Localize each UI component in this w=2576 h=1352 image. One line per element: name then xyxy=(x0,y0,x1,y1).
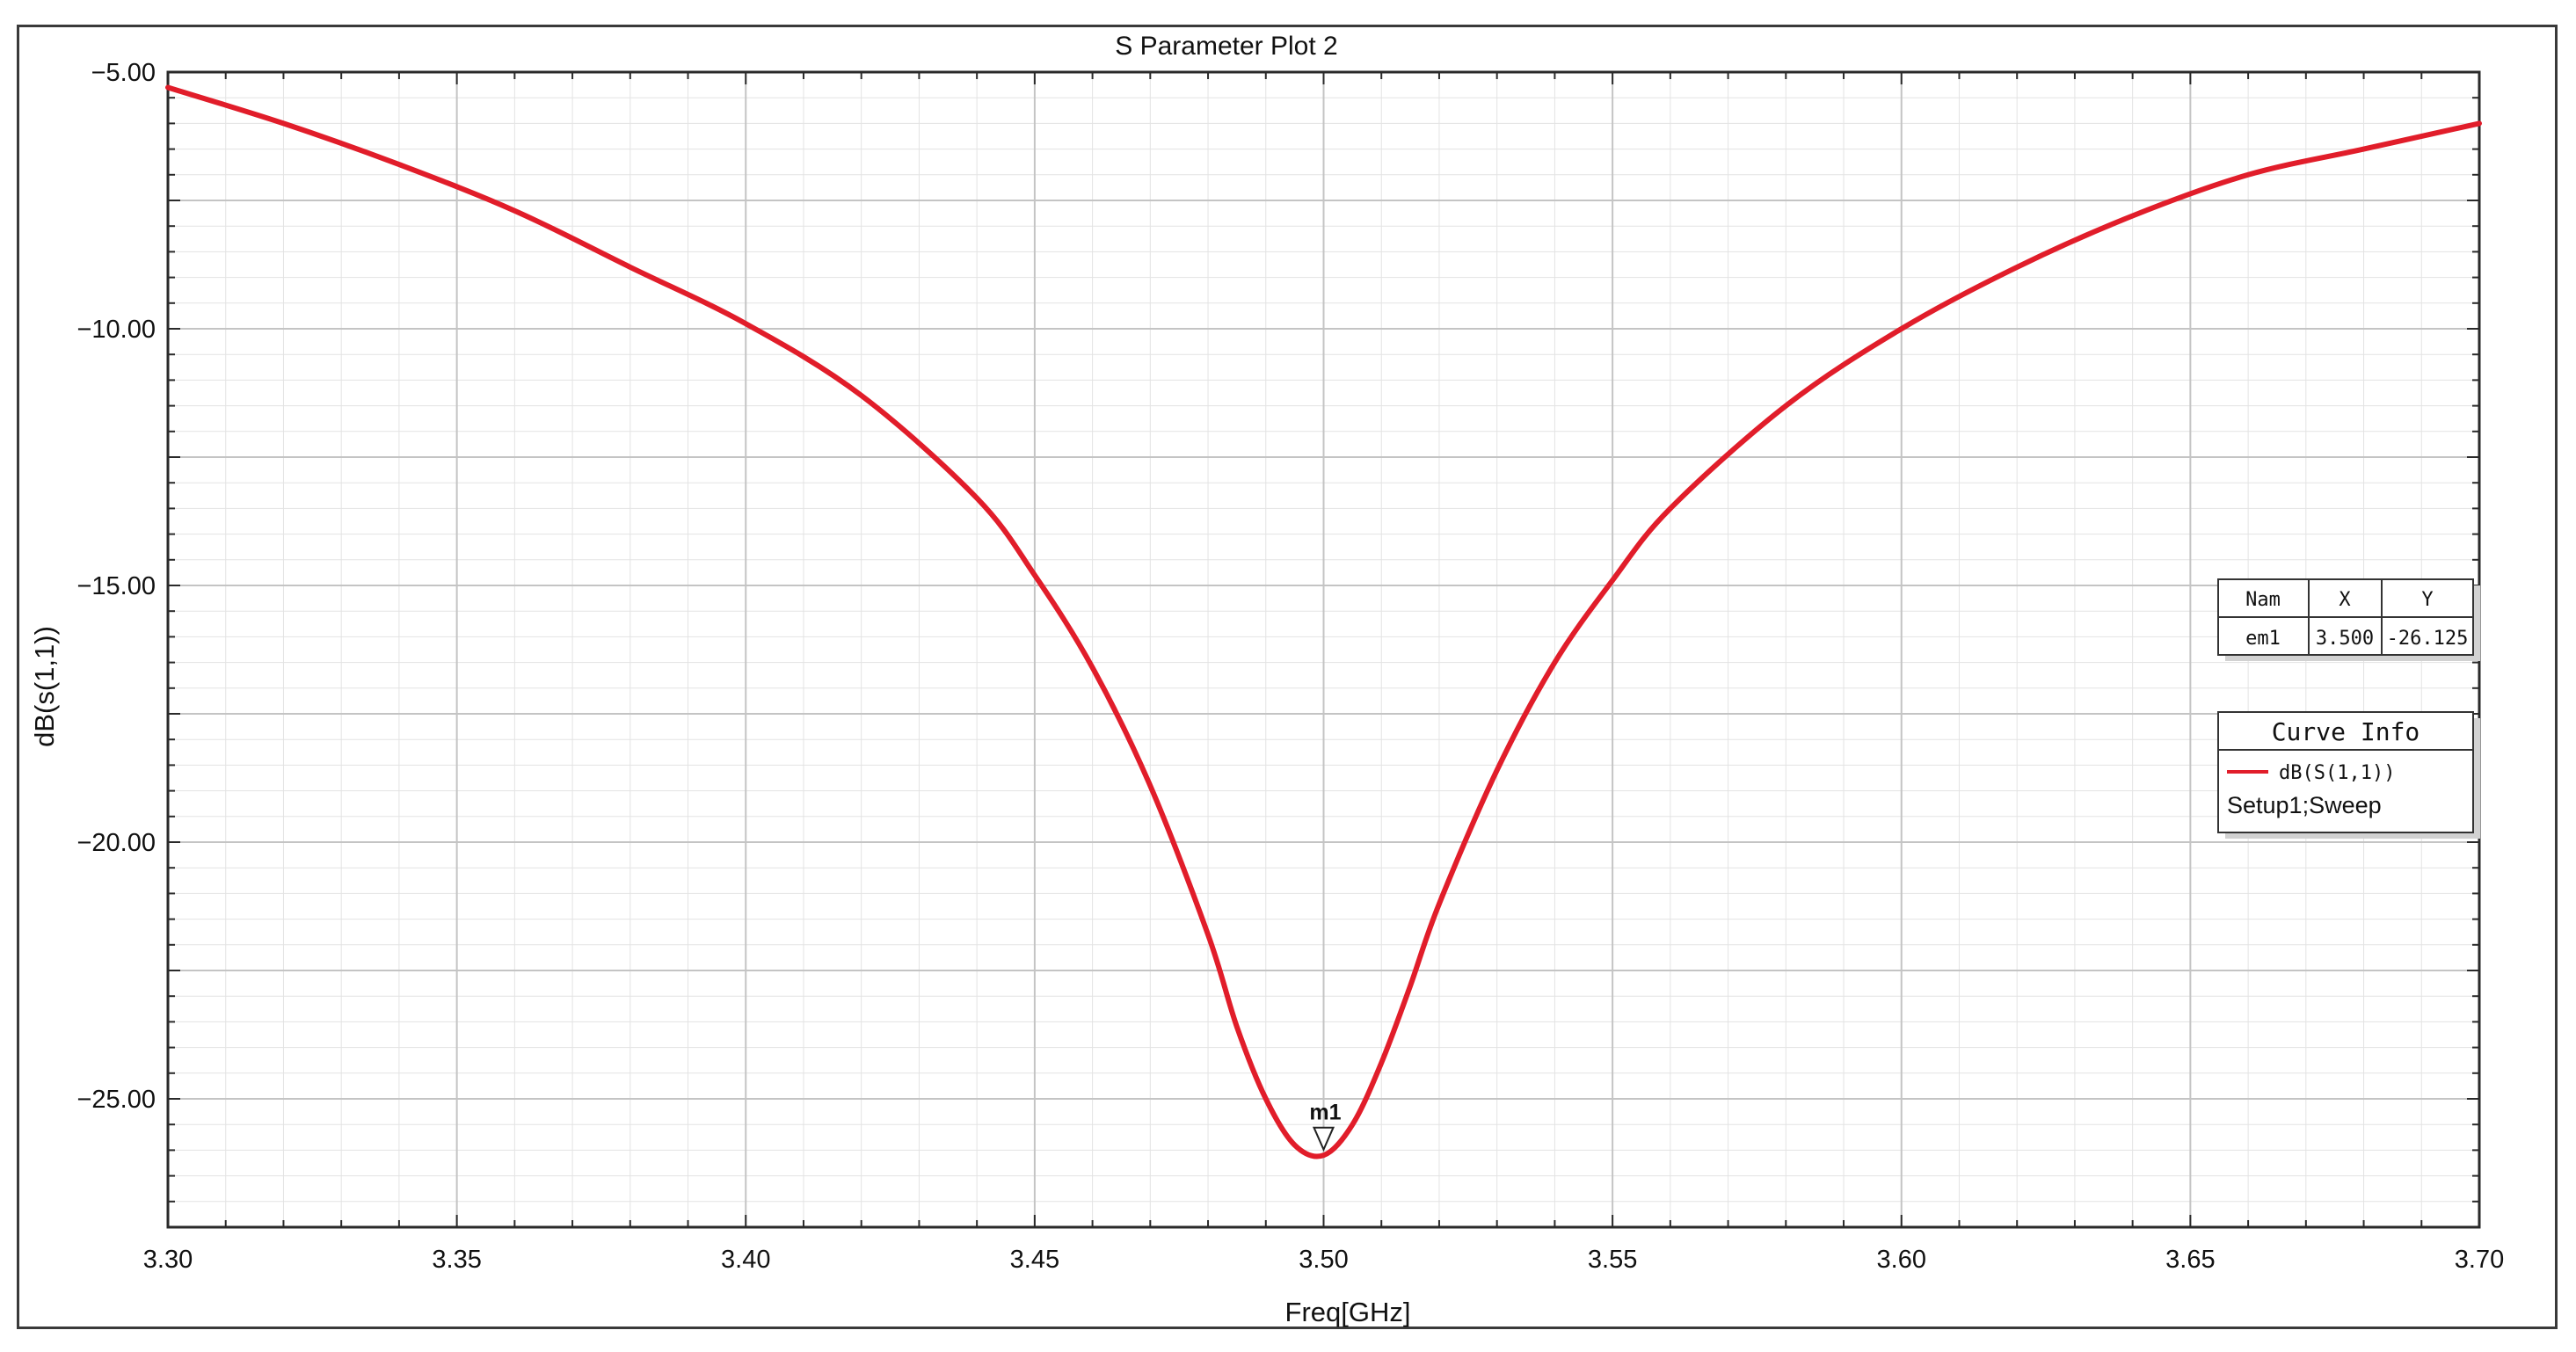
chart-title: S Parameter Plot 2 xyxy=(1115,32,1337,61)
y-tick-label: −5.00 xyxy=(91,59,156,87)
x-tick-label: 3.70 xyxy=(2455,1246,2504,1274)
x-axis-label: Freq[GHz] xyxy=(1285,1297,1411,1327)
y-tick-labels: −5.00 −10.00 −15.00 −20.00 −25.00 xyxy=(76,59,156,1114)
marker-table: Nam X Y em1 3.500 -26.125 xyxy=(2217,578,2480,661)
y-axis-label: dB(s(1,1)) xyxy=(29,626,60,747)
marker-m1: m1 xyxy=(1309,1101,1342,1152)
legend-entry-name: dB(S(1,1)) xyxy=(2279,762,2395,784)
y-tick-label: −25.00 xyxy=(76,1086,156,1114)
y-tick-label: −10.00 xyxy=(76,316,156,344)
curve-info-legend: Curve Info dB(S(1,1)) Setup1;Sweep xyxy=(2217,711,2480,839)
x-tick-label: 3.50 xyxy=(1299,1246,1348,1274)
y-tick-label: −15.00 xyxy=(76,572,156,600)
axis-ticks xyxy=(167,71,2480,1228)
legend-entry-setup: Setup1;Sweep xyxy=(2227,792,2382,818)
marker-label: m1 xyxy=(1309,1101,1341,1125)
x-tick-label: 3.40 xyxy=(721,1246,770,1274)
marker-table-cell-y: -26.125 xyxy=(2387,628,2469,650)
series-line-s11 xyxy=(165,84,2482,1159)
x-tick-label: 3.65 xyxy=(2165,1246,2215,1274)
y-tick-label: −20.00 xyxy=(76,829,156,857)
x-tick-label: 3.55 xyxy=(1588,1246,1637,1274)
x-tick-labels: 3.30 3.35 3.40 3.45 3.50 3.55 3.60 3.65 3.70 xyxy=(143,1246,2504,1274)
x-tick-label: 3.30 xyxy=(143,1246,193,1274)
marker-table-cell-x: 3.500 xyxy=(2316,628,2374,650)
legend-title: Curve Info xyxy=(2272,717,2420,746)
marker-table-header-name: Nam xyxy=(2245,589,2281,611)
x-tick-label: 3.35 xyxy=(432,1246,481,1274)
marker-triangle xyxy=(1312,1126,1335,1152)
marker-table-cell-name: em1 xyxy=(2245,628,2281,650)
marker-table-header-x: X xyxy=(2339,589,2351,611)
major-grid xyxy=(168,72,2479,1227)
x-tick-label: 3.45 xyxy=(1010,1246,1059,1274)
marker-table-header-y: Y xyxy=(2421,589,2433,611)
plot-frame xyxy=(17,25,2558,1329)
series-group xyxy=(165,84,2482,1159)
x-tick-label: 3.60 xyxy=(1877,1246,1926,1274)
